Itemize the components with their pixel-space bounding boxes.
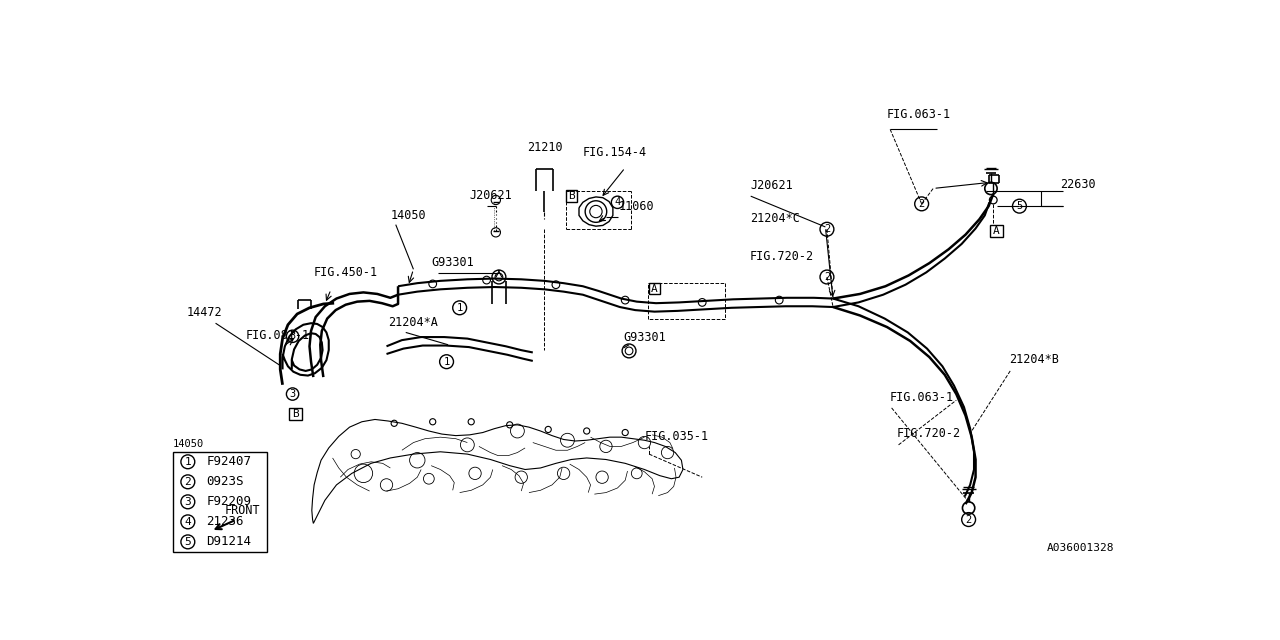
Text: 4: 4 xyxy=(614,197,621,207)
Text: 1: 1 xyxy=(443,356,449,367)
Bar xyxy=(173,452,268,552)
Text: 2: 2 xyxy=(965,515,972,525)
Text: B: B xyxy=(568,191,575,201)
Text: FIG.720-2: FIG.720-2 xyxy=(896,428,960,440)
Text: 4: 4 xyxy=(184,517,191,527)
Text: 21210: 21210 xyxy=(526,141,562,154)
Text: 2: 2 xyxy=(919,199,924,209)
Bar xyxy=(649,283,660,294)
Text: 14050: 14050 xyxy=(173,440,205,449)
Text: FIG.081-1: FIG.081-1 xyxy=(246,330,310,342)
Text: 2: 2 xyxy=(824,224,829,234)
Bar xyxy=(991,225,1002,237)
Text: 1: 1 xyxy=(184,457,191,467)
Text: A: A xyxy=(652,284,658,294)
Text: FIG.063-1: FIG.063-1 xyxy=(887,108,951,122)
Text: FIG.720-2: FIG.720-2 xyxy=(750,250,814,263)
Text: 5: 5 xyxy=(1016,201,1023,211)
Text: FIG.035-1: FIG.035-1 xyxy=(644,429,709,442)
Text: 14050: 14050 xyxy=(390,209,426,221)
Text: A: A xyxy=(993,226,1000,236)
Text: 21204*B: 21204*B xyxy=(1009,353,1059,365)
Text: J20621: J20621 xyxy=(470,189,512,202)
Text: B: B xyxy=(292,409,300,419)
Text: 21204*C: 21204*C xyxy=(750,212,800,225)
Text: FIG.154-4: FIG.154-4 xyxy=(582,146,646,159)
Text: A036001328: A036001328 xyxy=(1047,543,1115,553)
Text: G93301: G93301 xyxy=(431,256,474,269)
Text: 0923S: 0923S xyxy=(206,476,243,488)
Text: 14472: 14472 xyxy=(187,307,221,319)
Text: 2: 2 xyxy=(824,272,829,282)
Text: 2: 2 xyxy=(184,477,191,487)
Text: FIG.063-1: FIG.063-1 xyxy=(890,391,954,404)
Bar xyxy=(566,190,577,202)
Bar xyxy=(289,408,302,420)
Text: F92407: F92407 xyxy=(206,455,251,468)
Text: G93301: G93301 xyxy=(623,331,667,344)
Text: 22630: 22630 xyxy=(1060,178,1096,191)
Text: J20621: J20621 xyxy=(750,179,794,192)
Text: 11060: 11060 xyxy=(620,200,654,213)
Text: 3: 3 xyxy=(184,497,191,507)
Text: FRONT: FRONT xyxy=(225,504,260,517)
Text: D91214: D91214 xyxy=(206,536,251,548)
Text: 3: 3 xyxy=(289,389,296,399)
Text: 21236: 21236 xyxy=(206,515,243,529)
Text: 5: 5 xyxy=(184,537,191,547)
Text: 21204*A: 21204*A xyxy=(388,316,438,328)
Text: 3: 3 xyxy=(289,332,296,341)
Text: FIG.450-1: FIG.450-1 xyxy=(314,266,378,278)
Text: 1: 1 xyxy=(457,303,463,313)
Text: F92209: F92209 xyxy=(206,495,251,508)
